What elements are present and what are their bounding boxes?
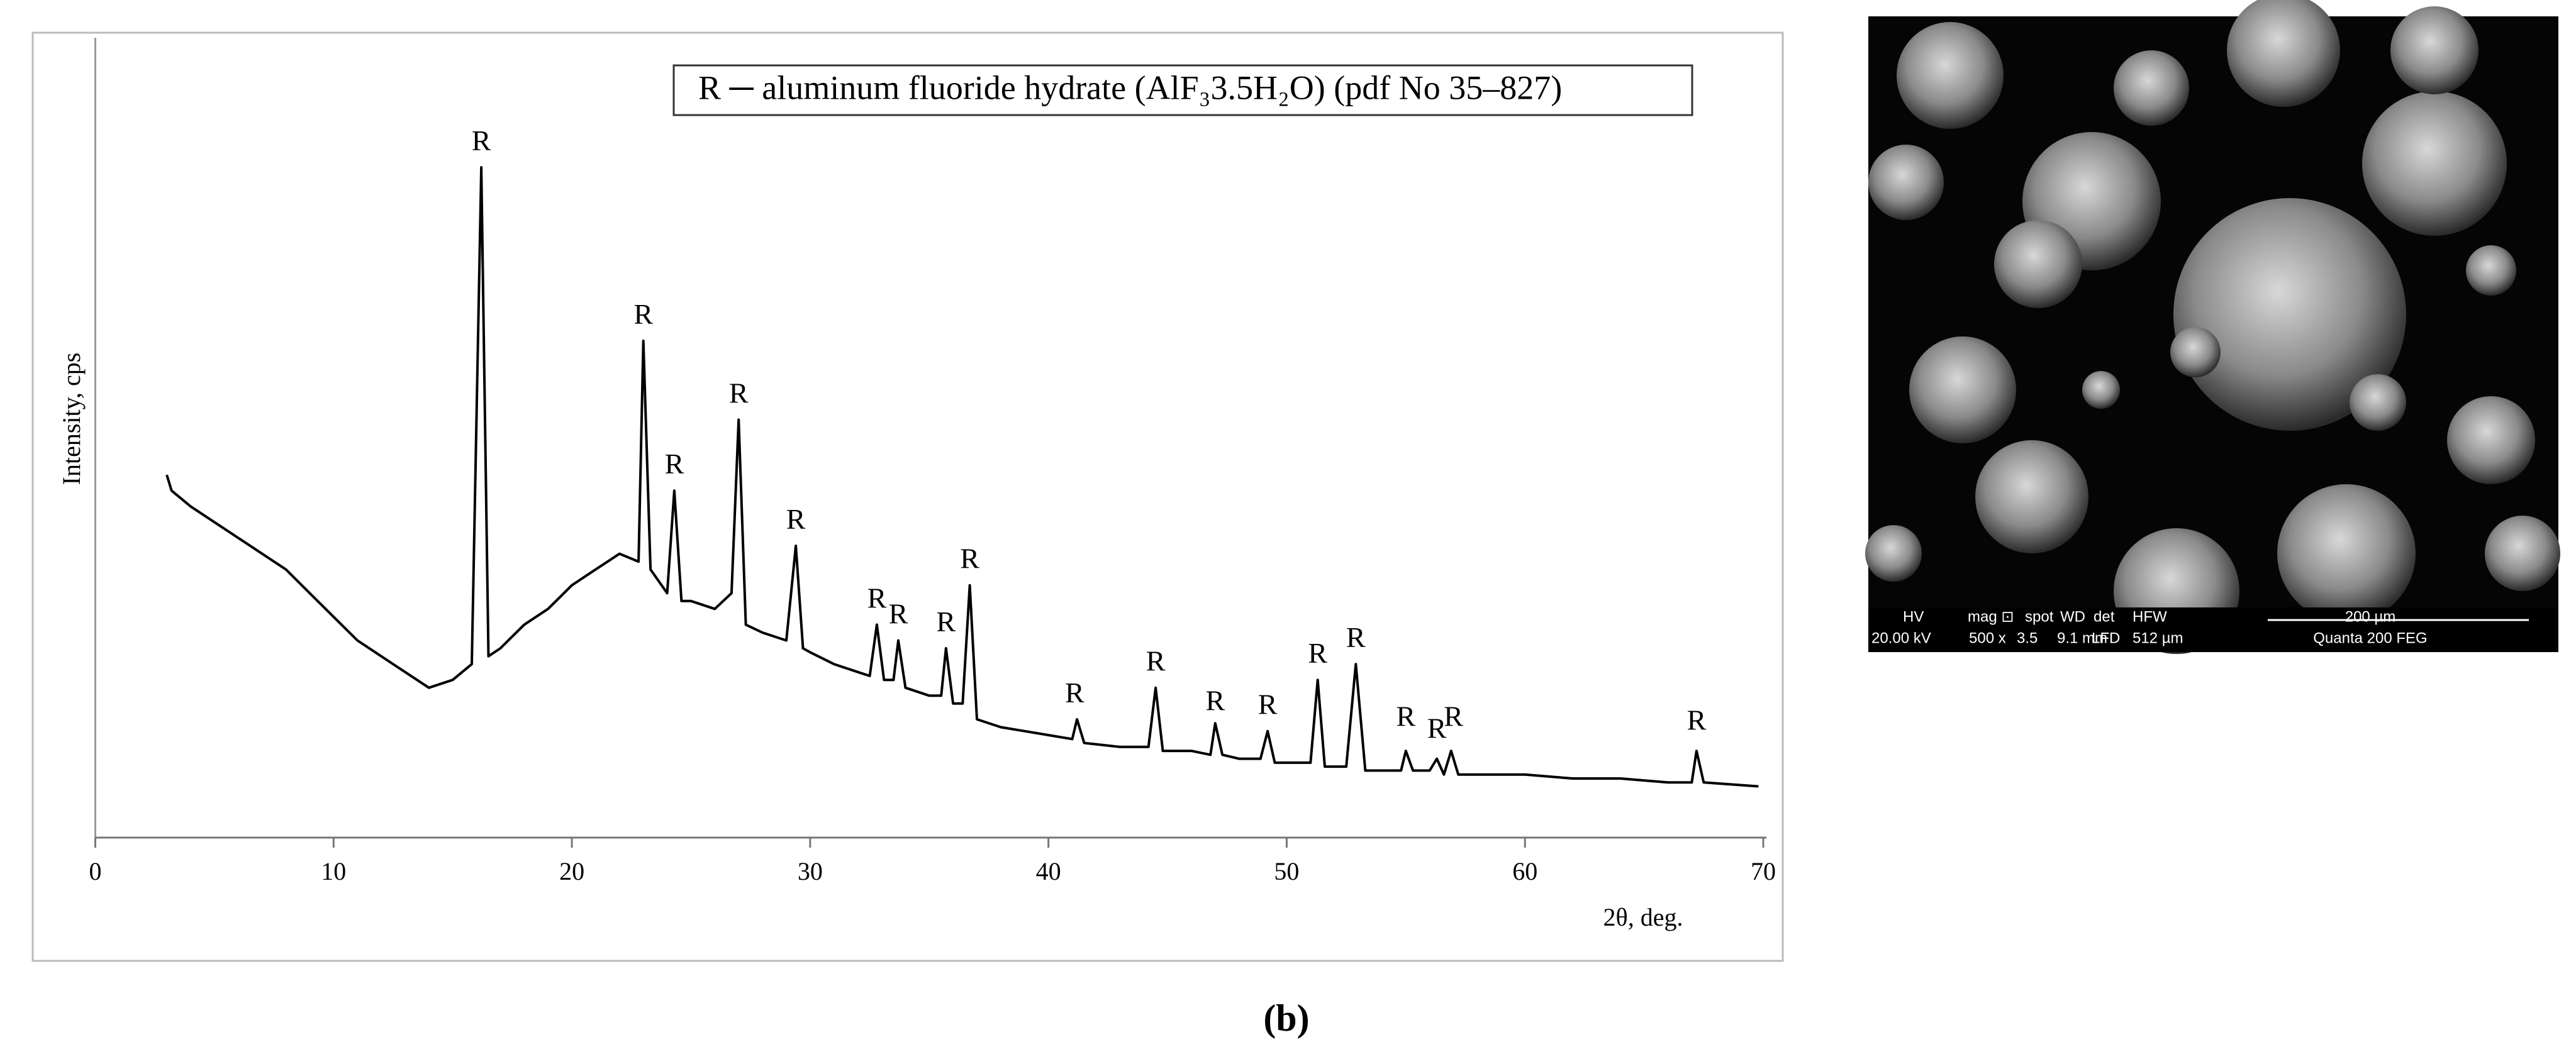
- sem-info-value: 20.00 kV: [1871, 629, 1931, 646]
- sem-info-header: mag ⊡: [1968, 608, 2014, 625]
- sem-info-bar: [1868, 607, 2558, 652]
- y-axis-label: Intensity, cps: [57, 353, 86, 485]
- peak-label: R: [1146, 645, 1166, 677]
- sem-info-header: spot: [2025, 608, 2054, 625]
- chart-frame: [31, 31, 1784, 962]
- peak-label: R: [1258, 689, 1278, 721]
- peak-label: R: [867, 582, 887, 614]
- x-tick-label: 0: [89, 857, 102, 885]
- peak-label: R: [786, 503, 806, 535]
- peak-label: R: [1346, 621, 1366, 653]
- sem-info-value: Quanta 200 FEG: [2313, 629, 2427, 646]
- sem-info-value: 3.5: [2017, 629, 2038, 646]
- x-tick-label: 50: [1274, 857, 1299, 885]
- x-tick-label: 10: [321, 857, 346, 885]
- xrd-line: [165, 166, 1759, 788]
- sem-info-header: HFW: [2133, 608, 2167, 625]
- peak-label: R: [665, 448, 684, 480]
- peak-label: R: [960, 543, 979, 575]
- peak-label: R: [1308, 637, 1327, 669]
- x-tick-label: 70: [1751, 857, 1776, 885]
- x-tick-label: 60: [1512, 857, 1537, 885]
- peak-label: R: [1444, 700, 1463, 732]
- sem-info-header: det: [2094, 608, 2115, 625]
- sem-image: HV mag ⊡ spot WD det HFW 200 µm 20.00 kV 500 x 3.…: [1865, 0, 2560, 654]
- figure-label: (b): [1263, 997, 1309, 1039]
- peak-label: R: [472, 125, 491, 157]
- x-axis-label: 2θ, deg.: [1603, 903, 1683, 931]
- peak-label: R: [1205, 684, 1225, 716]
- x-tick-label: 40: [1036, 857, 1061, 885]
- sem-info-value: 512 µm: [2133, 629, 2183, 646]
- sem-info-value: 9.1 mm: [2057, 629, 2107, 646]
- x-tick-label: 30: [798, 857, 823, 885]
- sem-info-value: LFD: [2092, 629, 2120, 646]
- legend-text: R ─ aluminum fluoride hydrate (AlF₃3.5H₂…: [698, 69, 1562, 106]
- sem-info-value: 500 x: [1969, 629, 2006, 646]
- peak-label: R: [1427, 712, 1447, 744]
- peak-label: R: [1396, 700, 1415, 732]
- peak-label: R: [1687, 704, 1707, 736]
- peak-label: R: [729, 377, 749, 409]
- sem-info-header: HV: [1903, 608, 1924, 625]
- peak-label: R: [889, 597, 908, 629]
- peak-label: R: [633, 298, 653, 330]
- peak-label: R: [1065, 677, 1084, 709]
- sem-info-header: 200 µm: [2345, 608, 2396, 625]
- peak-label: R: [936, 606, 956, 638]
- x-tick-label: 20: [559, 857, 584, 885]
- legend-box: [672, 64, 1693, 116]
- sem-info-header: WD: [2060, 608, 2085, 625]
